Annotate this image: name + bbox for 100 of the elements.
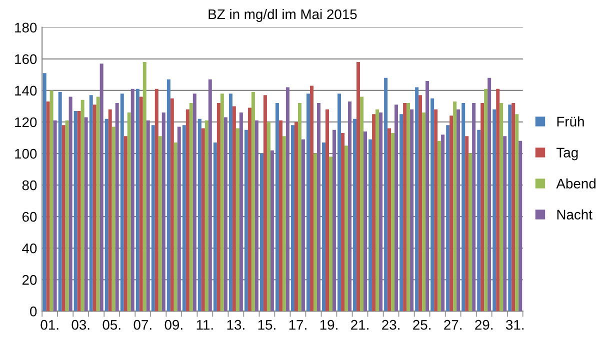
- y-tick-label: 0: [30, 306, 37, 316]
- bar: [100, 64, 104, 312]
- bar: [65, 120, 69, 312]
- x-tick-label: 01.: [40, 320, 58, 330]
- x-tick-label: 05.: [102, 320, 120, 330]
- x-tick-label: 29.: [475, 320, 492, 330]
- bar: [108, 109, 112, 312]
- bar: [53, 120, 57, 312]
- x-tick-label: 31.: [506, 320, 524, 330]
- legend-label: Abend: [556, 178, 596, 189]
- bar: [477, 130, 481, 312]
- bar: [291, 125, 294, 312]
- bar: [254, 120, 258, 312]
- bar: [182, 125, 186, 312]
- bar: [480, 103, 484, 312]
- bar: [394, 104, 398, 312]
- bar: [515, 114, 519, 312]
- bar: [42, 73, 46, 312]
- bar: [127, 112, 131, 312]
- bar: [430, 98, 434, 312]
- y-tick-label: 180: [15, 22, 37, 33]
- bar: [74, 110, 78, 312]
- x-tick-label: 23.: [382, 320, 400, 330]
- bar: [158, 136, 162, 312]
- bar: [275, 103, 279, 312]
- bar: [338, 94, 342, 312]
- bar: [415, 87, 419, 312]
- x-tick-label: 19.: [320, 320, 338, 330]
- bar: [204, 120, 208, 312]
- bar: [189, 103, 193, 312]
- x-tick-label: 17.: [289, 320, 306, 330]
- bar: [353, 118, 357, 312]
- bar: [154, 88, 158, 312]
- bar: [322, 142, 326, 312]
- bar: [228, 94, 232, 312]
- bar: [422, 112, 426, 312]
- bar: [192, 94, 196, 312]
- bar: [124, 136, 128, 312]
- bar: [391, 133, 395, 312]
- bar: [112, 126, 116, 312]
- bar: [488, 78, 492, 312]
- bar: [496, 88, 500, 312]
- bar: [139, 96, 143, 312]
- bar: [456, 109, 460, 312]
- bar: [220, 94, 224, 312]
- bar: [326, 109, 329, 312]
- bar: [372, 114, 376, 312]
- bar: [500, 103, 504, 312]
- bar: [208, 79, 212, 312]
- bar: [62, 125, 66, 312]
- bar: [484, 88, 488, 312]
- bar: [364, 131, 367, 312]
- bar: [329, 156, 332, 312]
- bar: [388, 128, 392, 312]
- x-tick-label: 11.: [196, 320, 213, 330]
- bar: [216, 103, 220, 312]
- bar: [344, 146, 348, 312]
- bar: [400, 114, 404, 312]
- bar: [512, 103, 516, 312]
- bar: [92, 104, 96, 312]
- bar: [248, 108, 252, 312]
- bar: [136, 88, 140, 312]
- bar: [58, 92, 62, 312]
- chart-title: BZ in mg/dl im Mai 2015: [208, 8, 357, 22]
- bar: [468, 154, 472, 312]
- bar: [115, 103, 119, 312]
- y-tick-label: 160: [15, 54, 37, 64]
- bar: [418, 95, 422, 312]
- bar: [441, 134, 445, 312]
- bar: [379, 112, 383, 312]
- bar: [77, 110, 81, 312]
- bar: [286, 87, 290, 312]
- bar: [266, 122, 270, 312]
- bar: [84, 117, 88, 312]
- bar: [503, 136, 507, 312]
- bar: [403, 103, 407, 312]
- legend-label: Tag: [556, 148, 578, 160]
- x-tick-label: 21.: [351, 320, 368, 330]
- bar: [316, 103, 320, 312]
- bar: [301, 139, 305, 312]
- bar: [198, 118, 202, 312]
- bar: [313, 154, 317, 312]
- bar: [236, 128, 240, 312]
- bar: [96, 96, 100, 312]
- bar: [368, 139, 372, 312]
- bar: [492, 109, 496, 312]
- bar: [298, 103, 302, 312]
- x-tick-label: 03.: [72, 320, 90, 330]
- legend-label: Nacht: [557, 209, 592, 220]
- bar: [120, 94, 124, 312]
- bar: [438, 140, 442, 312]
- bar: [201, 128, 205, 312]
- bar: [472, 103, 476, 312]
- bar: [508, 104, 512, 312]
- bar: [239, 112, 243, 312]
- bar: [260, 154, 264, 312]
- bar: [465, 136, 469, 312]
- y-tick-label: 100: [15, 148, 37, 159]
- bar: [263, 95, 267, 312]
- x-tick-label: 13.: [227, 320, 244, 330]
